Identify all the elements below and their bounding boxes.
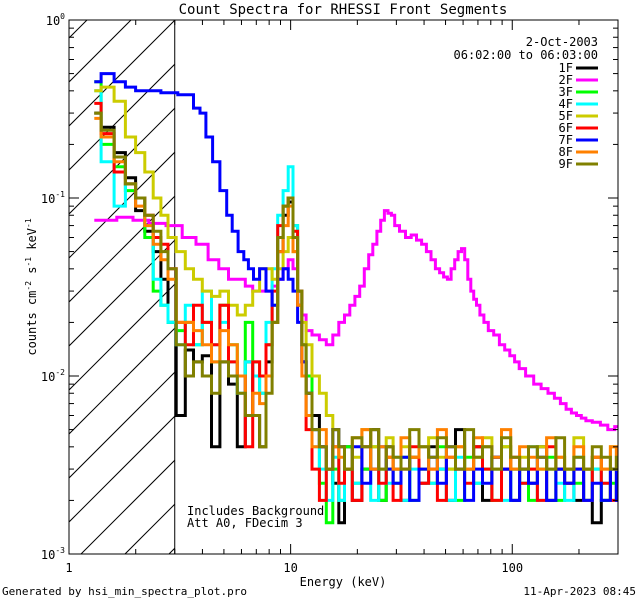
footer-timestamp: 11-Apr-2023 08:45	[523, 585, 636, 598]
legend-label-8f: 8F	[559, 145, 573, 159]
y-tick-exp: 0	[60, 12, 65, 21]
time-range-label: 06:02:00 to 06:03:00	[454, 48, 599, 62]
y-tick-base: 10	[41, 370, 55, 384]
y-tick-label: 10-1	[41, 190, 65, 206]
chart-title: Count Spectra for RHESSI Front Segments	[179, 2, 508, 18]
legend-label-7f: 7F	[559, 133, 573, 147]
y-tick-base: 10	[46, 14, 60, 28]
series-line-9f	[94, 111, 618, 471]
annotation-attenuator: Att A0, FDecim 3	[187, 516, 303, 530]
legend-label-1f: 1F	[559, 61, 573, 75]
x-axis-label: Energy (keV)	[300, 575, 387, 589]
hatch-line	[69, 195, 175, 303]
y-tick-base: 10	[41, 192, 55, 206]
y-axis-label-part: s	[25, 267, 39, 281]
y-axis-label-part: keV	[25, 228, 39, 257]
legend-label-4f: 4F	[559, 97, 573, 111]
y-tick-exp: -1	[55, 190, 65, 199]
y-tick-base: 10	[41, 548, 55, 562]
y-tick-label: 10-2	[41, 368, 65, 384]
axis-ticks	[68, 19, 619, 555]
annotation-background: Includes Background	[187, 504, 324, 518]
y-axis-label-exp: -1	[24, 218, 33, 228]
y-tick-label: 10-3	[41, 546, 65, 562]
legend-label-5f: 5F	[559, 109, 573, 123]
y-axis-label-exp: -1	[24, 257, 33, 267]
y-axis-label-part: counts cm	[25, 291, 39, 356]
x-tick-label: 10	[283, 561, 297, 575]
y-tick-exp: -2	[55, 368, 65, 377]
hatch-line	[69, 239, 175, 347]
legend-label-2f: 2F	[559, 73, 573, 87]
y-axis-label: counts cm-2 s-1 keV-1	[24, 218, 39, 355]
y-tick-exp: -3	[55, 546, 65, 555]
x-tick-label: 1	[65, 561, 72, 575]
series-layer	[94, 72, 618, 525]
legend-label-9f: 9F	[559, 157, 573, 171]
date-label: 2-Oct-2003	[526, 35, 598, 49]
footer-generated-by: Generated by hsi_min_spectra_plot.pro	[2, 585, 247, 598]
plot-frame	[68, 19, 619, 555]
x-tick-label: 100	[501, 561, 523, 575]
hatch-line	[69, 371, 175, 479]
y-tick-label: 100	[46, 12, 65, 28]
y-axis-label-exp: -2	[24, 281, 33, 291]
legend-label-6f: 6F	[559, 121, 573, 135]
hatch-line	[69, 415, 175, 523]
hatch-line	[69, 63, 175, 171]
legend-label-3f: 3F	[559, 85, 573, 99]
